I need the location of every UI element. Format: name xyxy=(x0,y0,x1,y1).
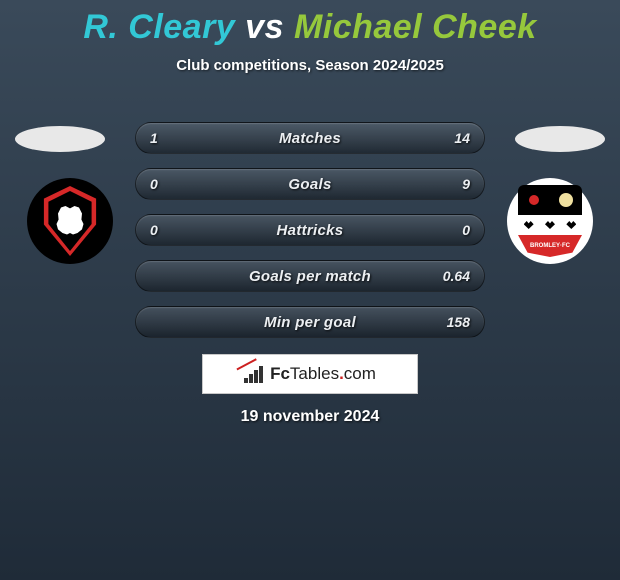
stat-label: Matches xyxy=(279,130,341,147)
date-caption: 19 november 2024 xyxy=(0,408,620,426)
stat-label: Min per goal xyxy=(264,314,356,331)
comparison-title: R. Cleary vs Michael Cheek xyxy=(0,0,620,47)
watermark-rest: Tables xyxy=(290,364,339,383)
player1-name: R. Cleary xyxy=(83,8,235,46)
player2-name: Michael Cheek xyxy=(294,8,537,46)
watermark-text: FcTables.com xyxy=(270,364,376,384)
crest-bird-icon xyxy=(566,221,576,229)
player2-nameplate-ellipse xyxy=(515,126,605,152)
vs-word: vs xyxy=(245,8,284,46)
player2-club-crest: BROMLEY·FC xyxy=(507,178,593,264)
stat-label: Goals per match xyxy=(249,268,371,285)
stat-row-goals: 0 Goals 9 xyxy=(135,168,485,200)
watermark-com: com xyxy=(344,364,376,383)
player1-club-crest xyxy=(27,178,113,264)
crest-dot-icon xyxy=(529,195,539,205)
stat-label: Goals xyxy=(288,176,331,193)
stat-row-goals-per-match: Goals per match 0.64 xyxy=(135,260,485,292)
stat-row-matches: 1 Matches 14 xyxy=(135,122,485,154)
bromley-shield-icon: BROMLEY·FC xyxy=(518,185,582,257)
stat-right-value: 0 xyxy=(462,222,470,238)
stat-right-value: 158 xyxy=(447,314,470,330)
lion-icon xyxy=(55,206,85,236)
stat-row-hattricks: 0 Hattricks 0 xyxy=(135,214,485,246)
stat-row-min-per-goal: Min per goal 158 xyxy=(135,306,485,338)
watermark-fc: Fc xyxy=(270,364,290,383)
crest-sun-icon xyxy=(560,194,572,206)
fctables-watermark: FcTables.com xyxy=(202,354,418,394)
stat-right-value: 0.64 xyxy=(443,268,470,284)
stat-right-value: 9 xyxy=(462,176,470,192)
stat-label: Hattricks xyxy=(277,222,344,239)
stat-right-value: 14 xyxy=(454,130,470,146)
player1-nameplate-ellipse xyxy=(15,126,105,152)
stat-left-value: 0 xyxy=(150,176,158,192)
subtitle: Club competitions, Season 2024/2025 xyxy=(0,57,620,74)
fctables-logo-icon xyxy=(244,365,266,383)
crest-bird-icon xyxy=(545,221,555,229)
stats-panel: 1 Matches 14 0 Goals 9 0 Hattricks 0 Goa… xyxy=(135,122,485,352)
crest-banner: BROMLEY·FC xyxy=(518,235,582,257)
stat-left-value: 1 xyxy=(150,130,158,146)
stat-left-value: 0 xyxy=(150,222,158,238)
salford-shield-icon xyxy=(41,186,99,256)
crest-bird-icon xyxy=(524,221,534,229)
